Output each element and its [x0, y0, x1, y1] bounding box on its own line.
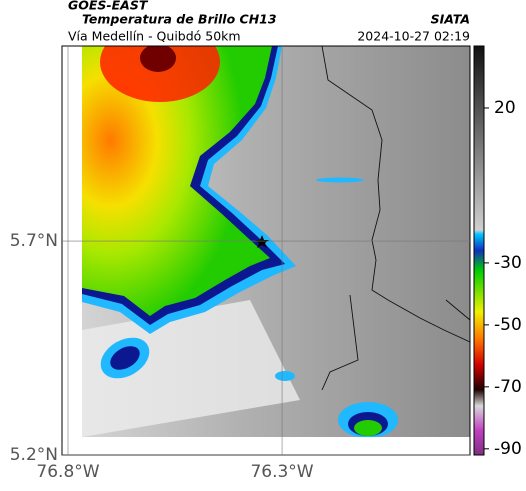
colorbar-tick-label: -90	[494, 439, 522, 459]
lon-tick-label: 76.8°W	[36, 462, 99, 482]
colorbar	[473, 45, 485, 456]
product: Temperatura de Brillo CH13	[82, 12, 277, 27]
colorbar-tick-label: -70	[494, 377, 522, 397]
colorbar-tick-label: -50	[494, 315, 522, 335]
satellite: GOES-EAST	[68, 0, 149, 13]
lat-tick-label: 5.2°N	[10, 445, 58, 465]
colorbar-tick-label: 20	[494, 98, 516, 118]
colorbar-tick-label: -30	[494, 253, 522, 273]
satellite-image	[62, 46, 470, 455]
timestamp: 2024-10-27 02:19	[357, 29, 470, 44]
lat-tick-label: 5.7°N	[10, 231, 58, 251]
lon-tick-label: 76.3°W	[250, 462, 313, 482]
subtitle: Vía Medellín - Quibdó 50km	[68, 29, 241, 44]
agency: SIATA	[431, 12, 470, 27]
